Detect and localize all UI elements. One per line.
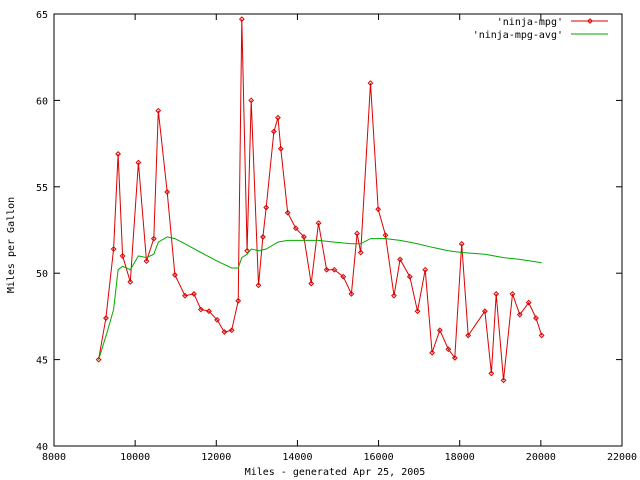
- data-point: [292, 225, 299, 232]
- data-point: [348, 291, 355, 297]
- data-point: [164, 189, 171, 195]
- data-point: [277, 145, 284, 152]
- data-point: [340, 273, 347, 280]
- data-point: [206, 308, 212, 315]
- data-point: [451, 354, 458, 361]
- data-point: [354, 230, 360, 237]
- series-0: [95, 16, 545, 384]
- data-point: [323, 266, 330, 273]
- series-layer: [95, 16, 545, 384]
- data-point: [263, 204, 270, 211]
- data-point: [197, 306, 204, 313]
- data-point: [357, 249, 364, 256]
- data-point: [538, 332, 545, 339]
- data-point: [493, 291, 500, 297]
- data-point: [533, 315, 539, 322]
- series-line: [98, 236, 542, 360]
- data-point: [115, 151, 122, 157]
- data-point: [119, 253, 126, 259]
- data-point: [135, 159, 142, 166]
- plot-border: [53, 13, 623, 447]
- data-point: [397, 256, 403, 263]
- x-tick-label: 20000: [526, 452, 556, 463]
- data-point: [221, 329, 228, 335]
- data-point: [248, 97, 255, 104]
- x-tick-label: 16000: [364, 452, 394, 463]
- plot-frame: [53, 13, 623, 447]
- data-point: [270, 128, 277, 135]
- data-point: [445, 346, 452, 353]
- legend: 'ninja-mpg' 'ninja-mpg-avg': [473, 17, 608, 41]
- data-point: [315, 220, 322, 226]
- data-point: [488, 370, 495, 377]
- data-point: [429, 349, 436, 356]
- legend-label-mpg: 'ninja-mpg': [497, 17, 563, 28]
- data-point: [255, 282, 262, 289]
- data-point: [228, 327, 235, 334]
- x-tick-label: 12000: [201, 452, 231, 463]
- x-tick-label: 10000: [120, 452, 150, 463]
- data-point: [308, 280, 315, 287]
- data-point: [284, 209, 291, 216]
- data-point: [191, 291, 197, 297]
- x-tick-label: 8000: [42, 452, 66, 463]
- data-point: [500, 377, 507, 384]
- data-point: [103, 315, 109, 322]
- data-point: [375, 206, 382, 213]
- data-point: [301, 234, 307, 240]
- data-point: [422, 266, 429, 273]
- data-point: [391, 292, 397, 299]
- data-point: [171, 272, 178, 278]
- x-tick-label: 18000: [445, 452, 475, 463]
- data-point: [516, 311, 523, 318]
- data-point: [155, 107, 162, 114]
- y-tick-label: 50: [36, 269, 48, 280]
- y-axis-label: Miles per Gallon: [6, 197, 17, 293]
- data-point: [143, 258, 150, 265]
- data-point: [331, 266, 338, 273]
- data-point: [367, 80, 374, 87]
- y-tick-label: 45: [36, 356, 48, 367]
- data-point: [382, 232, 389, 239]
- data-point: [244, 247, 251, 254]
- data-point: [150, 235, 157, 242]
- data-point: [406, 273, 413, 280]
- legend-label-mpg-avg: 'ninja-mpg-avg': [473, 30, 563, 41]
- data-point: [525, 299, 532, 306]
- data-point: [127, 278, 134, 285]
- data-point: [465, 332, 472, 339]
- data-point: [436, 327, 443, 334]
- y-tick-label: 65: [36, 10, 48, 21]
- data-point: [275, 114, 281, 121]
- data-point: [481, 308, 488, 315]
- y-tick-label: 40: [36, 442, 48, 453]
- legend-swatch-marker: [587, 18, 593, 24]
- data-point: [414, 308, 421, 315]
- data-point: [238, 16, 245, 23]
- series-line: [98, 19, 543, 381]
- y-tick-label: 60: [36, 96, 48, 107]
- x-axis-label: Miles - generated Apr 25, 2005: [245, 467, 426, 478]
- data-point: [110, 246, 117, 252]
- data-point: [182, 292, 188, 299]
- x-axis-ticks: 8000 10000 12000 14000 16000 18000 20000 22000: [42, 14, 637, 463]
- data-point: [214, 316, 221, 323]
- y-tick-label: 55: [36, 183, 48, 194]
- data-point: [235, 297, 242, 304]
- series-1: [98, 236, 542, 360]
- data-point: [509, 291, 516, 297]
- data-point: [458, 240, 465, 247]
- data-point: [95, 356, 102, 363]
- x-tick-label: 22000: [607, 452, 637, 463]
- data-point: [260, 234, 266, 240]
- y-axis-ticks: 40 45 50 55 60 65: [36, 10, 622, 453]
- x-tick-label: 14000: [282, 452, 312, 463]
